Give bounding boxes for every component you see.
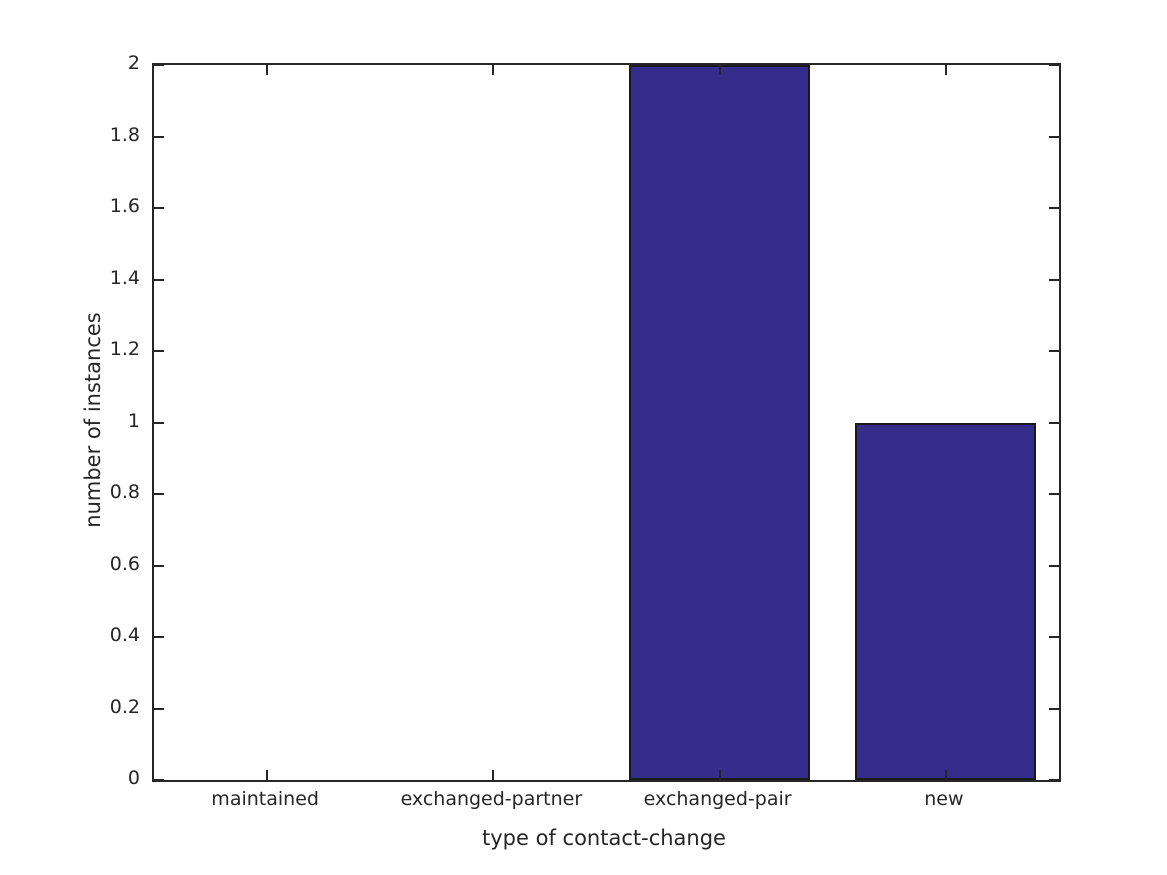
- y-tick-mark: [1049, 135, 1059, 138]
- x-axis-label: type of contact-change: [482, 826, 726, 850]
- x-tick-label-new: new: [924, 788, 964, 810]
- x-tick-mark: [718, 770, 721, 780]
- y-tick-mark: [1049, 707, 1059, 710]
- y-tick-mark: [154, 779, 164, 781]
- x-tick-mark: [944, 65, 947, 75]
- x-tick-mark: [266, 770, 269, 780]
- x-tick-mark: [944, 770, 947, 780]
- x-tick-mark: [266, 65, 269, 75]
- y-tick-mark: [1049, 493, 1059, 495]
- y-tick-mark: [154, 493, 164, 495]
- plot-area: [152, 63, 1061, 782]
- y-tick-mark: [1049, 350, 1059, 352]
- y-tick-label: 0.4: [109, 624, 140, 646]
- y-tick-mark: [154, 421, 164, 424]
- y-tick-mark: [154, 135, 164, 138]
- y-tick-mark: [1049, 564, 1059, 567]
- y-tick-mark: [1049, 207, 1059, 209]
- y-axis-label: number of instances: [81, 312, 105, 528]
- y-tick-mark: [154, 350, 164, 352]
- x-tick-label-exchanged-pair: exchanged-pair: [643, 788, 792, 810]
- bar-exchanged-pair: [629, 65, 811, 780]
- y-tick-mark: [1049, 278, 1059, 281]
- y-tick-label: 1.4: [109, 266, 140, 289]
- y-tick-label: 1.8: [109, 123, 140, 146]
- y-tick-mark: [154, 207, 164, 209]
- y-tick-mark: [1049, 421, 1059, 424]
- y-tick-mark: [1049, 779, 1059, 781]
- bar-new: [855, 422, 1037, 780]
- y-tick-mark: [1049, 64, 1059, 66]
- y-tick-label: 0: [127, 767, 140, 789]
- y-tick-label: 1.6: [109, 195, 140, 217]
- y-tick-mark: [1049, 636, 1059, 638]
- x-tick-mark: [492, 770, 495, 780]
- y-tick-mark: [154, 564, 164, 567]
- y-tick-label: 0.8: [109, 481, 140, 503]
- x-tick-label-exchanged-partner: exchanged-partner: [400, 788, 583, 810]
- y-tick-mark: [154, 64, 164, 66]
- y-tick-label: 0.6: [109, 552, 140, 575]
- y-tick-label: 1.2: [109, 338, 140, 360]
- x-tick-mark: [718, 65, 721, 75]
- x-tick-label-maintained: maintained: [211, 788, 319, 810]
- y-tick-label: 1: [127, 409, 140, 432]
- y-tick-label: 2: [127, 52, 140, 74]
- y-tick-label: 0.2: [109, 695, 140, 718]
- y-tick-mark: [154, 636, 164, 638]
- y-tick-mark: [154, 278, 164, 281]
- y-tick-mark: [154, 707, 164, 710]
- x-tick-mark: [492, 65, 495, 75]
